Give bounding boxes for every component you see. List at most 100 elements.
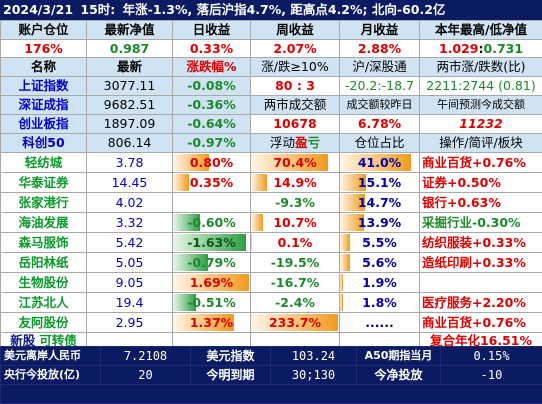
holding-change-cell: 1.69%	[173, 273, 251, 293]
holding-sector: 采掘行业-0.30%	[420, 213, 542, 233]
holding-name[interactable]: 张家港行	[1, 193, 87, 213]
holding-price: 19.4	[87, 293, 173, 313]
updown-limit-value: 80 : 3	[251, 77, 340, 96]
holding-name[interactable]: 轻纺城	[1, 153, 87, 173]
holding-change: 0.35%	[190, 175, 233, 190]
holding-change: -0.79%	[187, 255, 236, 270]
position-value: 176%	[1, 40, 87, 58]
ratio-bar	[340, 254, 350, 271]
summary-label: 年涨-1.3%, 落后沪指4.7%, 距高点4.2%; 北向-60.2亿	[123, 2, 446, 17]
holding-change: -0.51%	[187, 295, 236, 310]
holding-float: -9.3%	[275, 195, 315, 210]
index-name[interactable]: 深证成指	[1, 96, 87, 115]
year-high-low-value: 1.029:0.731	[420, 40, 542, 58]
ratio-bar	[340, 294, 343, 311]
holding-change-cell: -0.60%	[173, 213, 251, 233]
holding-ratio-cell: ......	[340, 313, 420, 333]
compare-label: 成交额较昨日	[340, 96, 420, 115]
holding-sector: 医疗服务+2.20%	[420, 293, 542, 313]
holding-float-cell: 233.7%	[251, 313, 340, 333]
net-label: 今净投放	[357, 366, 441, 385]
holding-float: 70.4%	[273, 155, 316, 170]
index-latest: 806.14	[87, 134, 173, 153]
holding-name[interactable]: 华泰证券	[1, 173, 87, 193]
holding-float: -2.4%	[275, 295, 315, 310]
holding-ratio: ......	[365, 315, 394, 330]
holding-change-cell: -0.79%	[173, 253, 251, 273]
day-return-value: 0.33%	[173, 40, 251, 58]
holding-float: 10.7%	[273, 215, 316, 230]
header-day-return: 日收益	[173, 21, 251, 40]
week-return-value: 2.07%	[251, 40, 340, 58]
holding-price: 9.05	[87, 273, 173, 293]
holding-ratio: 5.5%	[362, 235, 397, 250]
index-name[interactable]: 科创50	[1, 134, 87, 153]
holding-float: 0.1%	[278, 235, 313, 250]
holding-change: 0.80%	[190, 155, 233, 170]
header-week-return: 周收益	[251, 21, 340, 40]
holding-ratio: 5.6%	[362, 255, 397, 270]
holding-float-cell: 10.7%	[251, 213, 340, 233]
month-return-value: 2.88%	[340, 40, 420, 58]
forecast-value: 11232	[420, 115, 542, 134]
col-float: 浮动盈亏	[251, 134, 340, 153]
holding-price: 3.32	[87, 213, 173, 233]
header-nav: 最新净值	[87, 21, 173, 40]
holding-ratio: 15.1%	[358, 175, 401, 190]
header-position: 账户仓位	[1, 21, 87, 40]
holding-ratio: 14.7%	[358, 195, 401, 210]
col-change: 涨跌幅%	[173, 58, 251, 77]
holding-float-cell: 14.9%	[251, 173, 340, 193]
holding-float: -19.5%	[271, 255, 320, 270]
index-name[interactable]: 创业板指	[1, 115, 87, 134]
holding-name[interactable]: 海油发展	[1, 213, 87, 233]
holding-sector: 银行+0.63%	[420, 193, 542, 213]
holding-ratio-cell: 41.0%	[340, 153, 420, 173]
year-high: 1.029	[439, 41, 479, 56]
index-name[interactable]: 上证指数	[1, 77, 87, 96]
pboc-label: 央行今投放(亿)	[1, 366, 101, 385]
holding-name[interactable]: 友阿股份	[1, 313, 87, 333]
nav-value: 0.987	[87, 40, 173, 58]
forecast-label: 午间预测今成交额	[420, 96, 542, 115]
holding-name[interactable]: 岳阳林纸	[1, 253, 87, 273]
index-change: -0.08%	[173, 77, 251, 96]
holding-sector: 商业百货+0.76%	[420, 153, 542, 173]
macro-footer: 美元离岸人民币 7.2108 美元指数 103.24 A50期指当月 0.15%…	[0, 346, 542, 404]
holding-change: -1.63%	[187, 235, 236, 250]
float-bar	[251, 174, 267, 191]
holding-ratio: 13.9%	[358, 215, 401, 230]
holding-float-cell: -19.5%	[251, 253, 340, 273]
holding-sector: 证券+0.50%	[420, 173, 542, 193]
portfolio-grid: 账户仓位 最新净值 日收益 周收益 月收益 本年最高/低净值 176% 0.98…	[0, 20, 542, 350]
holding-change-cell: 1.37%	[173, 313, 251, 333]
holding-float: 14.9%	[273, 175, 316, 190]
index-change: -0.36%	[173, 96, 251, 115]
col-two-market: 两市涨/跌数(比)	[420, 58, 542, 77]
turnover-value: 10678	[251, 115, 340, 134]
float-bar	[251, 214, 263, 231]
holding-change-cell: 0.35%	[173, 173, 251, 193]
title-bar: 2024/3/21 15时: 年涨-1.3%, 落后沪指4.7%, 距高点4.2…	[0, 0, 542, 20]
rmb-label: 美元离岸人民币	[1, 347, 101, 366]
float-label-c: 亏	[308, 135, 321, 150]
col-ops: 操作/简评/板块	[420, 134, 542, 153]
expire-value: 30;130	[271, 366, 357, 385]
holding-sector: 纺织服装+0.33%	[420, 233, 542, 253]
net-value: -10	[441, 366, 542, 385]
holding-ratio: 41.0%	[358, 155, 401, 170]
holding-float-cell: -2.4%	[251, 293, 340, 313]
holding-name[interactable]: 江苏北人	[1, 293, 87, 313]
holding-name[interactable]: 森马服饰	[1, 233, 87, 253]
holding-name[interactable]: 生物股份	[1, 273, 87, 293]
